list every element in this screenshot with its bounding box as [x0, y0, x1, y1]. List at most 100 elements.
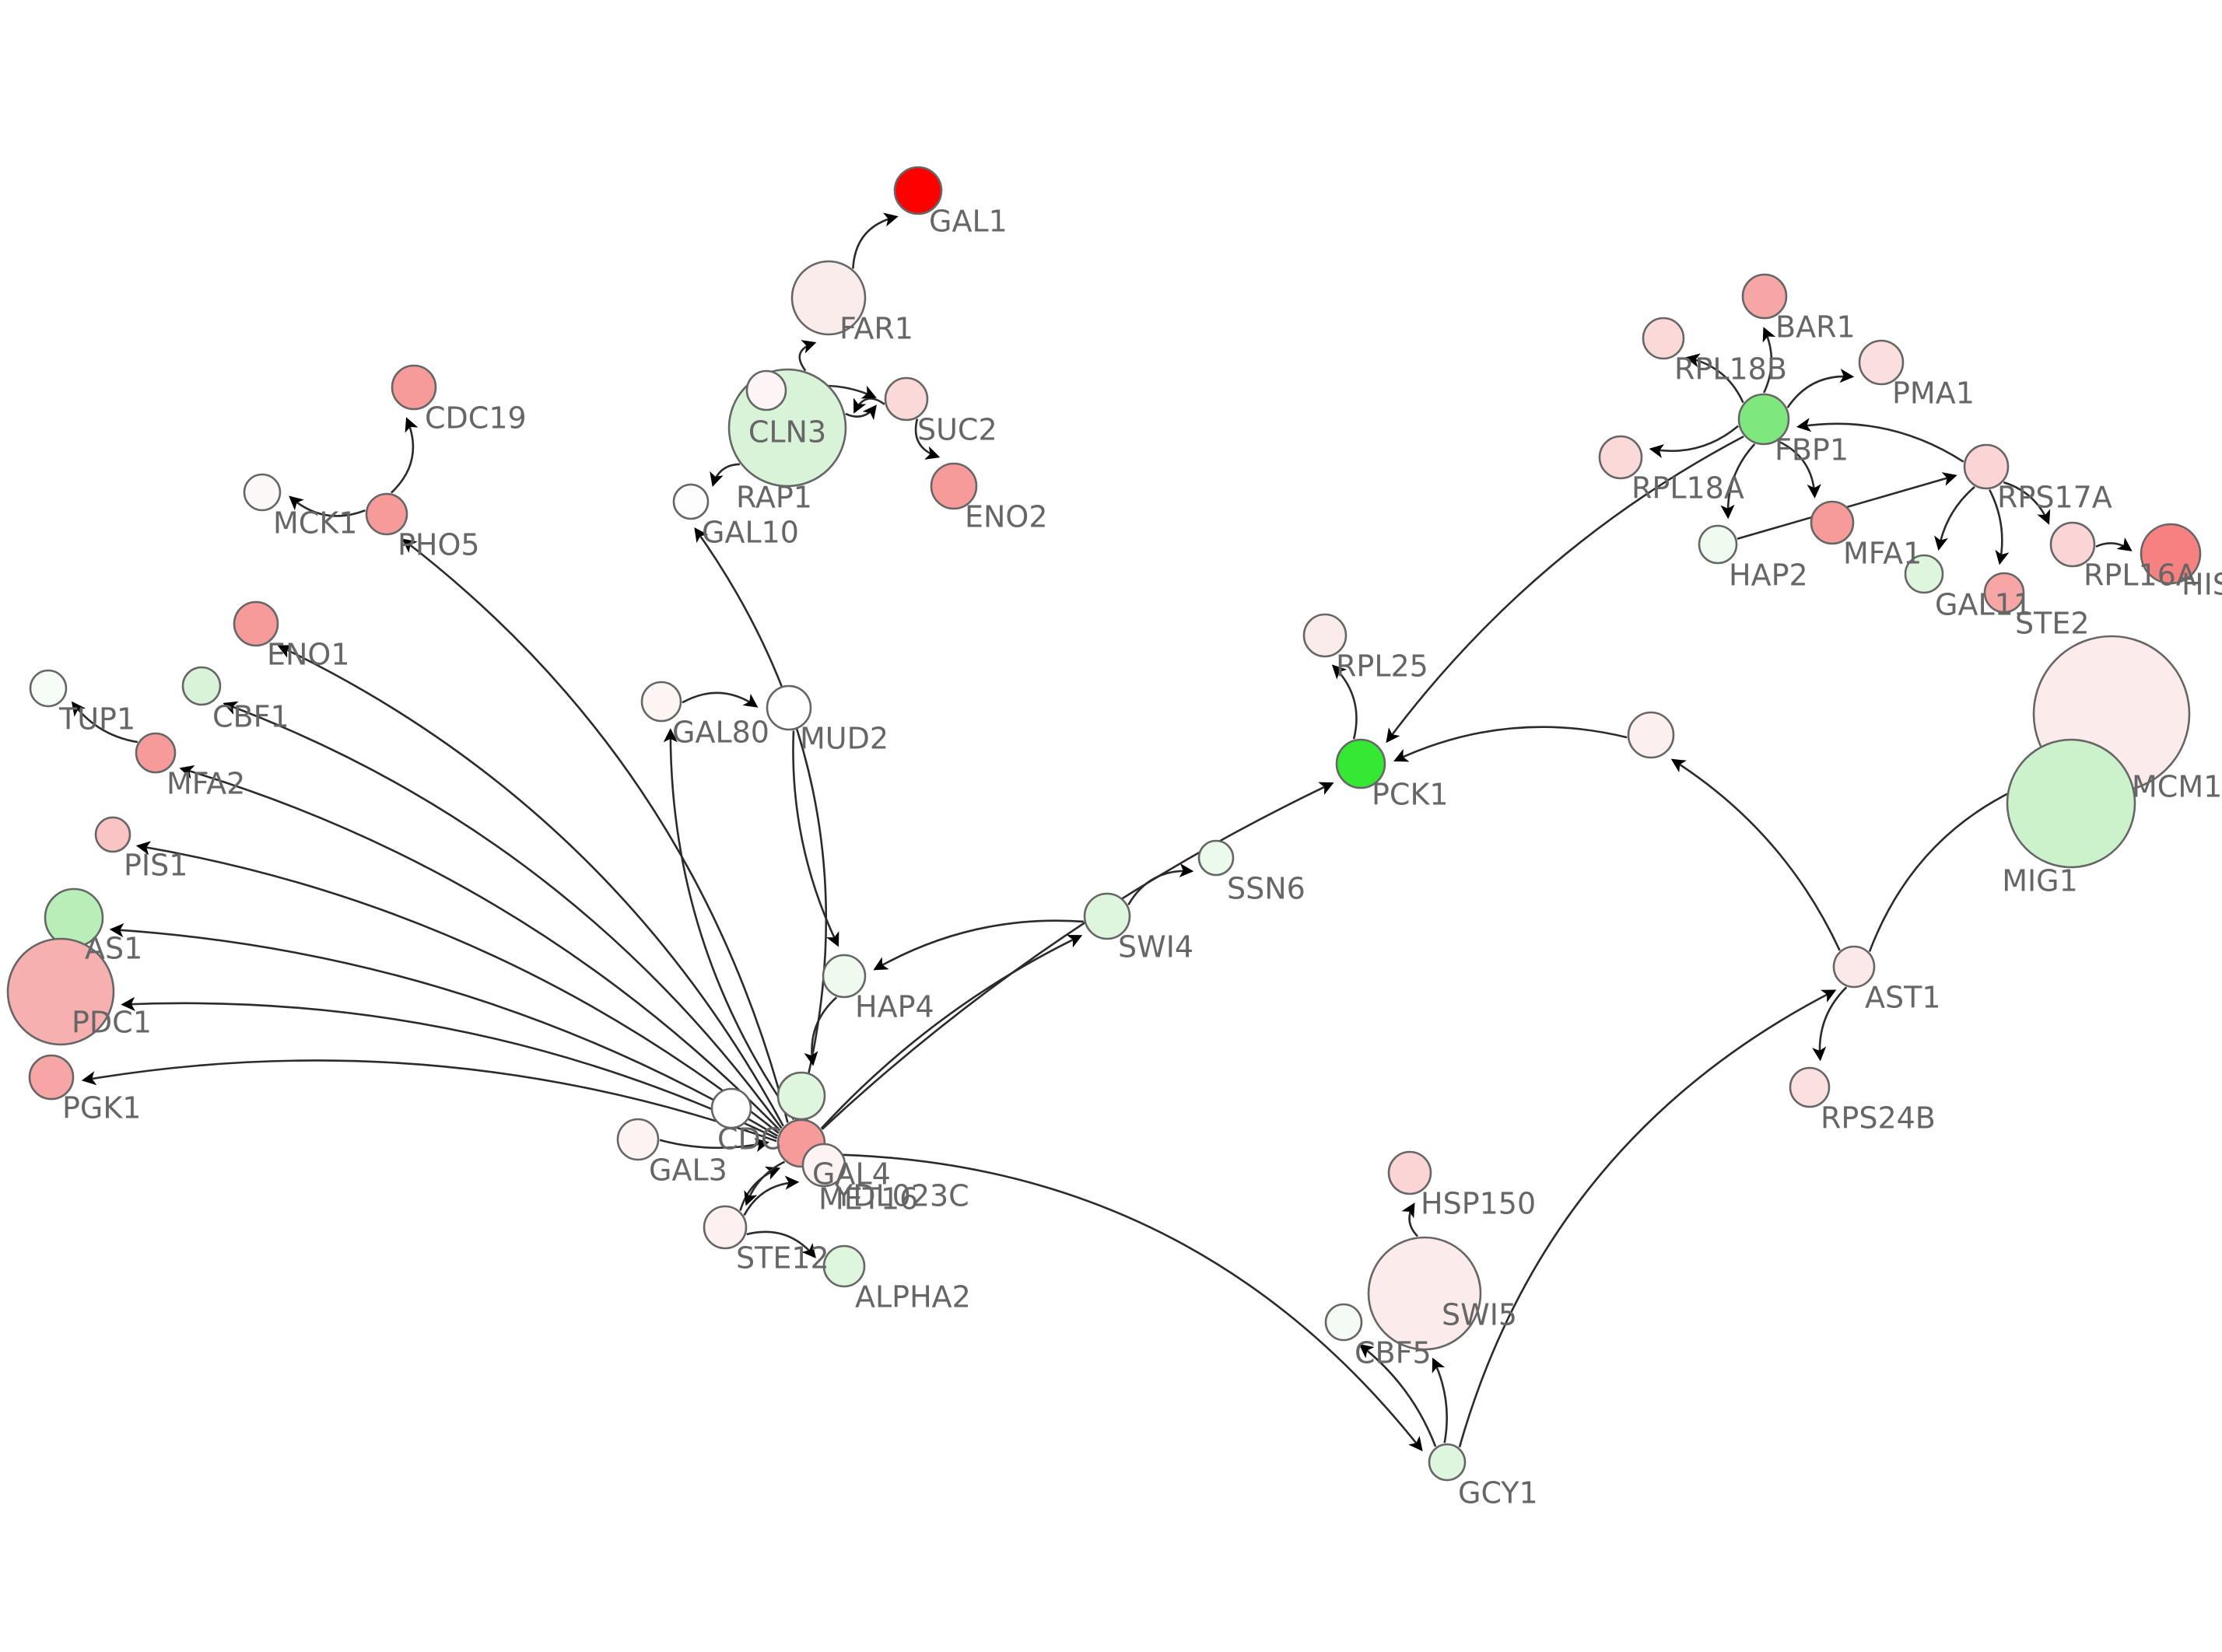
node-circle[interactable] — [1197, 839, 1235, 877]
node-circle[interactable] — [893, 166, 943, 215]
node-circle[interactable] — [1335, 738, 1386, 789]
node-circle[interactable] — [822, 1244, 866, 1288]
node-far1[interactable] — [790, 260, 867, 336]
node-circle[interactable] — [1642, 317, 1685, 360]
node-circle[interactable] — [930, 462, 978, 510]
node-cbf5[interactable] — [1324, 1303, 1363, 1342]
node-mck1[interactable] — [243, 473, 282, 512]
node-circle[interactable] — [135, 732, 177, 774]
node-circle[interactable] — [801, 1143, 846, 1188]
node-circle[interactable] — [1083, 892, 1131, 940]
node-circle[interactable] — [2140, 523, 2202, 585]
node-circle[interactable] — [1367, 1236, 1482, 1351]
node-circle[interactable] — [1324, 1303, 1363, 1342]
node-circle[interactable] — [6, 937, 115, 1046]
node-ydl023c[interactable] — [801, 1143, 846, 1188]
node-swi5[interactable] — [1367, 1236, 1482, 1351]
node-circle[interactable] — [1741, 273, 1788, 320]
node-mfa1[interactable] — [1810, 500, 1855, 545]
node-circle[interactable] — [1627, 711, 1675, 759]
node-circle[interactable] — [1302, 613, 1348, 658]
node-suc2[interactable] — [884, 376, 929, 422]
node-gal10[interactable] — [672, 483, 710, 520]
node-rps17a[interactable] — [1963, 443, 2010, 490]
node-pho5[interactable] — [365, 492, 408, 536]
node-cbf1[interactable] — [181, 666, 222, 706]
node-circle[interactable] — [1598, 435, 1643, 480]
node-gal11[interactable] — [1904, 554, 1944, 594]
node-circle[interactable] — [181, 666, 222, 706]
node-circle[interactable] — [1810, 500, 1855, 545]
edge-gal4-to-gcy1 — [823, 1153, 1423, 1451]
node-circle[interactable] — [1963, 443, 2010, 490]
node-pck1[interactable] — [1335, 738, 1386, 789]
node-circle[interactable] — [28, 1054, 75, 1101]
node-circle[interactable] — [1858, 339, 1905, 386]
node-circle[interactable] — [365, 492, 408, 536]
node-circle[interactable] — [640, 681, 682, 723]
node-met16[interactable] — [776, 1071, 826, 1121]
node-hap4[interactable] — [822, 954, 867, 999]
node-eno2[interactable] — [930, 462, 978, 510]
edge-fbp1-to-rpl18a — [1649, 425, 1739, 458]
node-tup1[interactable] — [29, 669, 68, 708]
node-eno1[interactable] — [233, 600, 279, 647]
node-pdc1[interactable] — [6, 937, 115, 1046]
node-mig1[interactable] — [2006, 738, 2136, 869]
node-circle[interactable] — [94, 816, 131, 853]
node-bar1[interactable] — [1741, 273, 1788, 320]
node-circle[interactable] — [710, 1087, 752, 1129]
node-gal80[interactable] — [640, 681, 682, 723]
node-circle[interactable] — [2049, 521, 2096, 568]
node-circle[interactable] — [766, 684, 812, 731]
node-alpha2[interactable] — [822, 1244, 866, 1288]
node-circle[interactable] — [790, 260, 867, 336]
node-rpl16a[interactable] — [2049, 521, 2096, 568]
node-ste2[interactable] — [1983, 572, 2025, 614]
node-cdc19[interactable] — [391, 364, 437, 411]
node-circle[interactable] — [672, 483, 710, 520]
node-circle[interactable] — [745, 369, 787, 411]
node-ast1[interactable] — [1832, 945, 1876, 989]
node-circle[interactable] — [703, 1205, 748, 1250]
node-mfa2[interactable] — [135, 732, 177, 774]
node-hsp150[interactable] — [1387, 1150, 1432, 1195]
node-gal3[interactable] — [616, 1118, 660, 1161]
node-circle[interactable] — [1387, 1150, 1432, 1195]
node-circle[interactable] — [776, 1071, 826, 1121]
node-circle[interactable] — [1832, 945, 1876, 989]
node-gal1[interactable] — [893, 166, 943, 215]
node-circle[interactable] — [2006, 738, 2136, 869]
node-fbp1[interactable] — [1737, 393, 1790, 446]
node-rps24b[interactable] — [1789, 1066, 1831, 1108]
node-mud2[interactable] — [766, 684, 812, 731]
node-unk1[interactable] — [1627, 711, 1675, 759]
node-hap2[interactable] — [1698, 524, 1738, 565]
node-circle[interactable] — [233, 600, 279, 647]
node-swi4[interactable] — [1083, 892, 1131, 940]
node-circle[interactable] — [1983, 572, 2025, 614]
node-ssn6[interactable] — [1197, 839, 1235, 877]
node-pgk1[interactable] — [28, 1054, 75, 1101]
node-circle[interactable] — [884, 376, 929, 422]
node-circle[interactable] — [1737, 393, 1790, 446]
node-pis1[interactable] — [94, 816, 131, 853]
node-circle[interactable] — [822, 954, 867, 999]
node-cdc[interactable] — [710, 1087, 752, 1129]
node-rpl18b[interactable] — [1642, 317, 1685, 360]
node-his4[interactable] — [2140, 523, 2202, 585]
node-gcy1[interactable] — [1428, 1443, 1467, 1482]
node-circle[interactable] — [616, 1118, 660, 1161]
node-circle[interactable] — [29, 669, 68, 708]
node-circle[interactable] — [1789, 1066, 1831, 1108]
node-circle[interactable] — [243, 473, 282, 512]
node-rpl25[interactable] — [1302, 613, 1348, 658]
node-circle[interactable] — [1698, 524, 1738, 565]
node-circle[interactable] — [391, 364, 437, 411]
node-rpl18a[interactable] — [1598, 435, 1643, 480]
node-pma1[interactable] — [1858, 339, 1905, 386]
node-circle[interactable] — [1428, 1443, 1467, 1482]
node-circle[interactable] — [1904, 554, 1944, 594]
node-rap1[interactable] — [745, 369, 787, 411]
node-ste12[interactable] — [703, 1205, 748, 1250]
